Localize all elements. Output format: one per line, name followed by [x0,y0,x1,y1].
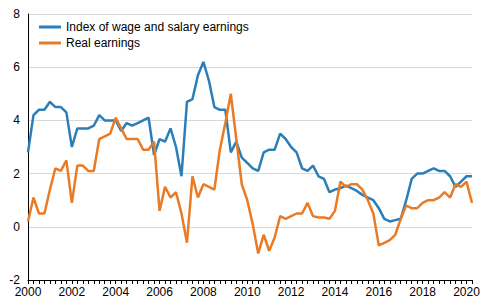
svg-text:2018: 2018 [409,285,436,299]
svg-text:-2: -2 [9,273,20,287]
svg-text:2020: 2020 [453,285,480,299]
svg-text:2: 2 [13,167,20,181]
svg-text:2006: 2006 [146,285,173,299]
svg-text:4: 4 [13,113,20,127]
svg-text:2008: 2008 [190,285,217,299]
svg-text:2000: 2000 [15,285,42,299]
svg-text:0: 0 [13,220,20,234]
svg-text:2002: 2002 [59,285,86,299]
svg-text:Index of wage and salary earni: Index of wage and salary earnings [66,20,249,34]
svg-text:2014: 2014 [322,285,349,299]
svg-text:6: 6 [13,60,20,74]
svg-text:8: 8 [13,7,20,21]
svg-text:2012: 2012 [278,285,305,299]
svg-text:2010: 2010 [234,285,261,299]
svg-text:2004: 2004 [102,285,129,299]
svg-text:2016: 2016 [365,285,392,299]
svg-text:Real earnings: Real earnings [66,36,140,50]
